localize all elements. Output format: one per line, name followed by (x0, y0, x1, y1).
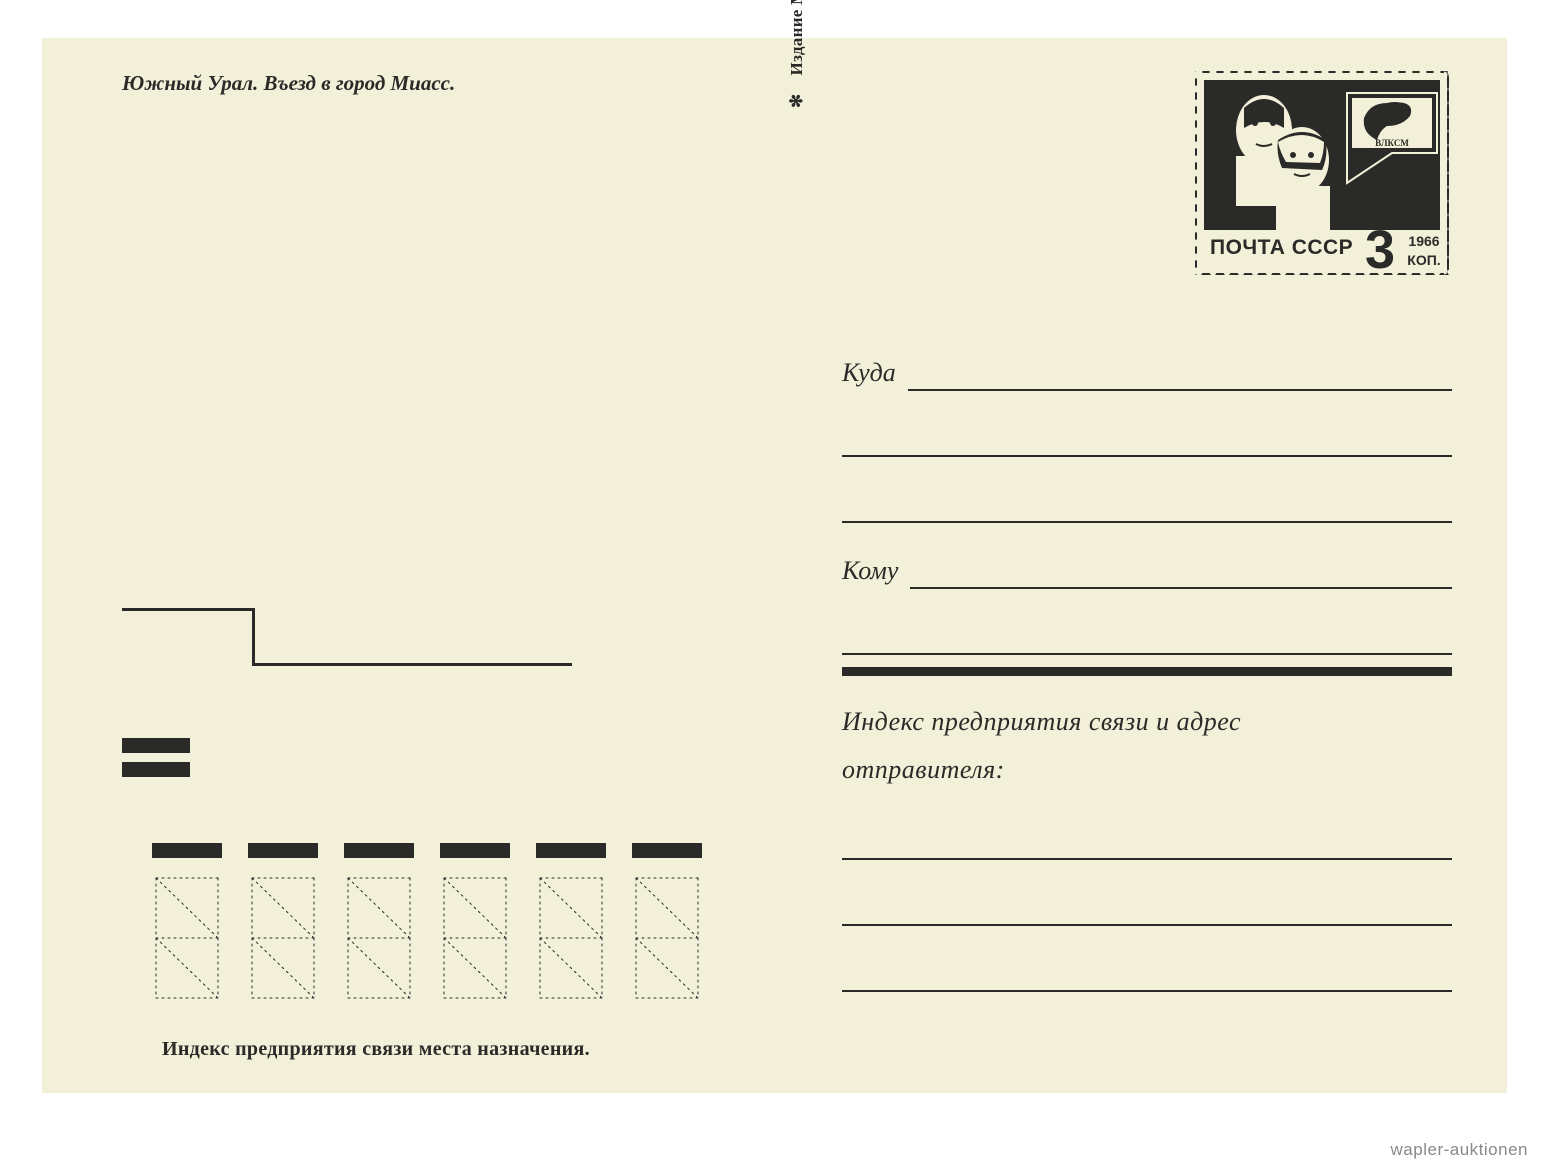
index-digit-guide (248, 874, 318, 1002)
address-line-3 (842, 465, 1452, 523)
address-write-line[interactable] (910, 587, 1452, 589)
postcard-title: Южный Урал. Въезд в город Миасс. (122, 71, 455, 96)
index-caption: Индекс предприятия связи места назначени… (162, 1038, 590, 1061)
postal-index-boxes (152, 843, 702, 1002)
publisher-imprint: ✻ Издание Министерства связи СССР. А 0324… (787, 0, 807, 108)
sender-line-2 (842, 868, 1452, 926)
index-digit-guide (152, 874, 222, 1002)
address-line-2 (842, 399, 1452, 457)
imprint-text: Издание Министерства связи СССР. А 03244… (787, 0, 806, 75)
address-write-line[interactable] (842, 858, 1452, 860)
index-cell[interactable] (152, 843, 222, 1002)
stamp-badge-text: ВЛКСМ (1375, 138, 1409, 148)
address-write-line[interactable] (842, 924, 1452, 926)
index-cell-bar (152, 843, 222, 858)
kuda-label: Куда (842, 358, 908, 391)
address-write-line[interactable] (842, 990, 1452, 992)
stamp-text-pochta: ПОЧТА СССР (1210, 236, 1353, 259)
recipient-address-block: Куда Кому Индекс предприятия связи и адр… (842, 333, 1452, 1000)
separator-bar (842, 667, 1452, 676)
komu-line: Кому (842, 531, 1452, 589)
bar-top (122, 738, 190, 753)
sender-label-line1: Индекс предприятия связи и адрес (842, 698, 1452, 746)
equals-mark (122, 738, 190, 777)
index-cell-bar (344, 843, 414, 858)
sender-index-label: Индекс предприятия связи и адрес отправи… (842, 698, 1452, 794)
watermark-text: wapler-auktionen (1391, 1140, 1528, 1160)
index-digit-guide (536, 874, 606, 1002)
kuda-line: Куда (842, 333, 1452, 391)
stamp-year: 1966 (1408, 233, 1439, 249)
index-cell-bar (440, 843, 510, 858)
index-cell[interactable] (632, 843, 702, 1002)
komu-label: Кому (842, 556, 910, 589)
index-cell[interactable] (344, 843, 414, 1002)
sender-line-3 (842, 934, 1452, 992)
stamp-kop: КОП. (1407, 252, 1440, 268)
index-cell-bar (248, 843, 318, 858)
asterisk-icon: ✻ (787, 93, 806, 108)
index-digit-guide (632, 874, 702, 1002)
index-cell[interactable] (248, 843, 318, 1002)
stamp-denom: 3 (1365, 220, 1395, 278)
index-cell[interactable] (536, 843, 606, 1002)
bar-bottom (122, 762, 190, 777)
index-digit-guide (344, 874, 414, 1002)
address-write-line[interactable] (842, 521, 1452, 523)
postage-stamp: ВЛКСМ ПОЧТА СССР 3 1966 КОП. (1192, 68, 1452, 278)
index-cell[interactable] (440, 843, 510, 1002)
sender-line-1 (842, 802, 1452, 860)
sender-label-line2: отправителя: (842, 746, 1452, 794)
address-write-line[interactable] (842, 653, 1452, 655)
sender-address-lines (842, 802, 1452, 992)
address-line-5 (842, 597, 1452, 655)
postcard-container: Южный Урал. Въезд в город Миасс. (42, 38, 1507, 1093)
index-cell-bar (632, 843, 702, 858)
index-cell-bar (536, 843, 606, 858)
address-write-line[interactable] (842, 455, 1452, 457)
address-write-line[interactable] (908, 389, 1452, 391)
index-digit-guide (440, 874, 510, 1002)
step-divider (122, 608, 572, 703)
